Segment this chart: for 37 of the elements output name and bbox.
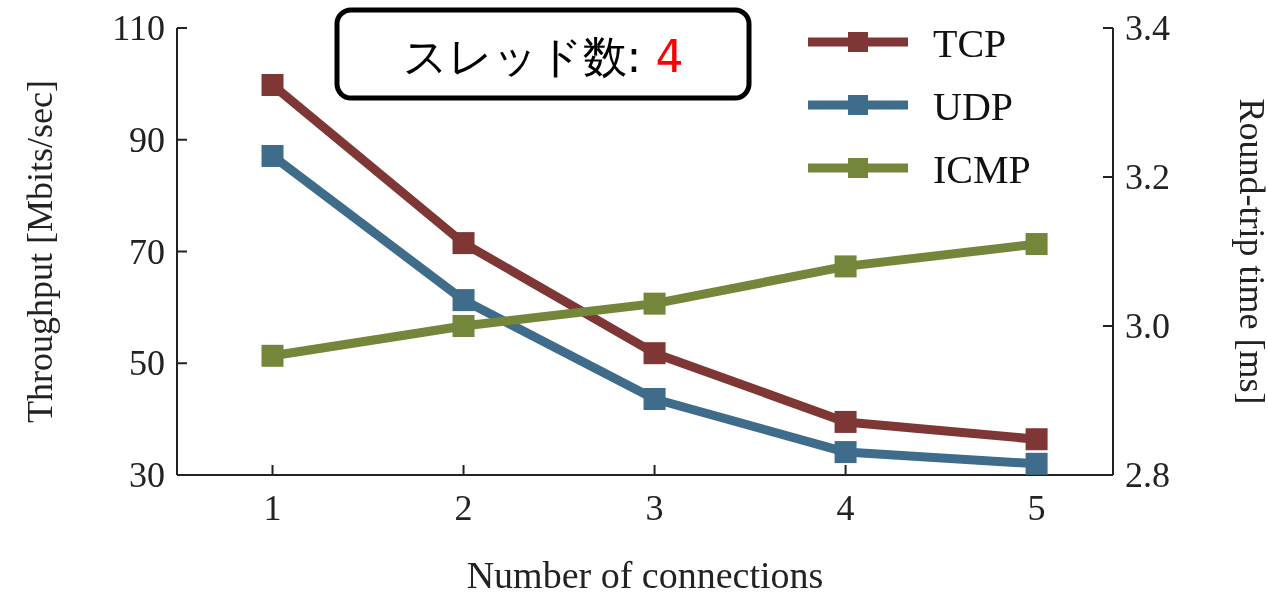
y2-tick-label: 3.4 — [1125, 8, 1170, 48]
y2-tick-label: 3.2 — [1125, 157, 1170, 197]
y-tick-label: 70 — [129, 231, 165, 272]
x-tick-label: 3 — [645, 488, 664, 528]
x-tick-label: 4 — [836, 488, 855, 528]
y2-axis-title: Round-trip time [ms] — [1232, 98, 1268, 405]
x-axis-title: Number of connections — [466, 554, 824, 594]
point — [643, 292, 666, 315]
point — [1025, 452, 1048, 475]
y-tick-label: 50 — [129, 343, 165, 384]
point — [261, 73, 284, 96]
point — [1025, 428, 1048, 451]
y2-tick-label: 3.0 — [1125, 306, 1170, 346]
legend-label: TCP — [933, 21, 1007, 66]
y2-tick-label: 2.8 — [1125, 455, 1170, 495]
point — [261, 344, 284, 367]
point — [452, 289, 475, 312]
y-axis-title: Throughput [Mbits/sec] — [20, 80, 60, 423]
y-tick-label: 90 — [129, 119, 165, 160]
point — [834, 441, 857, 464]
x-tick-label: 1 — [263, 488, 282, 528]
y-tick-label: 110 — [112, 8, 165, 48]
x-tick-label: 2 — [454, 488, 473, 528]
legend-label: UDP — [933, 84, 1014, 129]
point — [643, 388, 666, 411]
point — [261, 144, 284, 167]
annotation: スレッド数: 4 — [334, 7, 752, 101]
point — [1025, 233, 1048, 256]
point — [834, 410, 857, 433]
x-tick-label: 5 — [1027, 488, 1046, 528]
point — [452, 232, 475, 255]
legend-label: ICMP — [933, 147, 1031, 192]
point — [834, 255, 857, 278]
point — [643, 342, 666, 365]
point — [452, 315, 475, 337]
y-tick-label: 30 — [129, 455, 165, 495]
annotation: スレッド数: 4 — [402, 31, 684, 82]
